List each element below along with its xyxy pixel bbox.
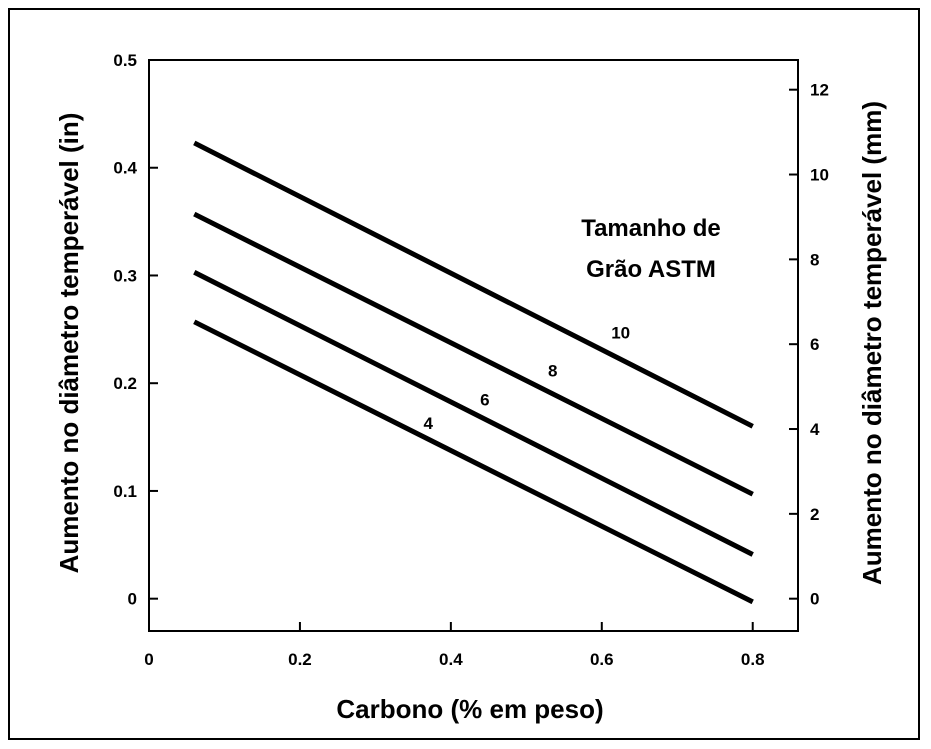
y2-tick-label: 8 [810,250,819,269]
y2-tick-label: 2 [810,505,819,524]
x-tick-label: 0.2 [288,650,312,669]
series-line-8 [193,211,754,497]
plot-area [148,59,799,632]
series-line-6 [193,270,754,557]
series-label-10: 10 [611,324,630,343]
y2-axis-ticks: 0 2 4 6 8 10 12 [789,81,829,609]
y2-tick-label: 4 [810,420,820,439]
x-tick-label: 0.6 [590,650,614,669]
y2-tick-label: 12 [810,81,829,100]
y-tick-label: 0.4 [113,159,137,178]
x-tick-label: 0.4 [439,650,463,669]
x-axis-ticks: 0 0.2 0.4 0.6 0.8 [144,622,765,669]
y2-tick-label: 6 [810,335,819,354]
y2-tick-label: 0 [810,590,819,609]
y2-axis-title: Aumento no diâmetro temperável (mm) [857,101,887,585]
y-axis-title: Aumento no diâmetro temperável (in) [54,113,84,574]
series-label-8: 8 [548,361,557,380]
y-tick-label: 0.3 [113,266,137,285]
series-labels: 10 8 6 4 [423,324,630,433]
x-axis-title: Carbono (% em peso) [336,694,603,724]
y-axis-ticks: 0 0.1 0.2 0.3 0.4 0.5 [113,51,158,609]
annotation-line-1: Tamanho de [581,215,721,242]
y-tick-label: 0.5 [113,51,137,70]
series-lines [193,140,754,605]
x-tick-label: 0 [144,650,153,669]
annotation-line-2: Grão ASTM [586,256,716,283]
series-label-4: 4 [423,414,433,433]
series-line-4 [193,319,754,605]
x-tick-label: 0.8 [741,650,765,669]
y-tick-label: 0.1 [113,482,137,501]
y2-tick-label: 10 [810,166,829,185]
y-tick-label: 0.2 [113,374,137,393]
series-label-6: 6 [480,390,489,409]
y-tick-label: 0 [128,590,137,609]
figure-frame [8,8,920,740]
series-line-10 [193,140,754,429]
